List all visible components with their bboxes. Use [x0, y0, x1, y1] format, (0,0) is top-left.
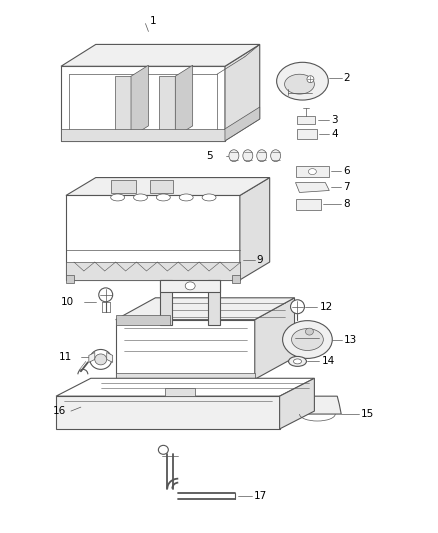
Ellipse shape [159, 446, 168, 454]
Text: 17: 17 [254, 490, 267, 500]
Text: 6: 6 [343, 166, 350, 175]
Text: 1: 1 [149, 15, 156, 26]
Ellipse shape [283, 321, 332, 358]
Polygon shape [240, 177, 270, 280]
Polygon shape [66, 262, 240, 280]
Text: 15: 15 [361, 409, 374, 419]
Text: 3: 3 [331, 115, 338, 125]
Polygon shape [61, 44, 260, 66]
Ellipse shape [243, 150, 253, 161]
Ellipse shape [290, 300, 304, 314]
Polygon shape [131, 65, 148, 137]
Ellipse shape [202, 194, 216, 201]
Polygon shape [89, 352, 95, 362]
Polygon shape [175, 65, 193, 137]
Ellipse shape [257, 150, 267, 161]
Polygon shape [296, 182, 329, 192]
Ellipse shape [292, 329, 323, 351]
Ellipse shape [307, 76, 314, 83]
Ellipse shape [277, 62, 328, 100]
Text: 8: 8 [343, 199, 350, 209]
Polygon shape [116, 314, 170, 325]
Polygon shape [111, 180, 135, 193]
Text: 12: 12 [319, 302, 332, 312]
Polygon shape [61, 129, 225, 141]
Polygon shape [150, 180, 173, 193]
Polygon shape [160, 280, 220, 292]
Polygon shape [116, 298, 294, 320]
Polygon shape [66, 275, 74, 283]
Polygon shape [232, 275, 240, 283]
Polygon shape [66, 177, 270, 196]
Ellipse shape [185, 282, 195, 290]
Text: 11: 11 [59, 352, 72, 362]
Polygon shape [116, 373, 255, 379]
Polygon shape [56, 396, 279, 429]
Ellipse shape [99, 288, 113, 302]
Ellipse shape [308, 168, 316, 175]
Ellipse shape [285, 74, 314, 94]
Ellipse shape [229, 150, 239, 161]
Text: 9: 9 [257, 255, 263, 265]
Polygon shape [107, 352, 113, 362]
Polygon shape [116, 320, 255, 379]
Polygon shape [296, 199, 321, 211]
Polygon shape [208, 280, 220, 325]
Ellipse shape [134, 194, 148, 201]
Polygon shape [160, 280, 172, 325]
Ellipse shape [289, 357, 307, 366]
Ellipse shape [95, 354, 107, 365]
Polygon shape [225, 44, 260, 141]
Polygon shape [297, 116, 315, 124]
Text: 7: 7 [343, 182, 350, 191]
Polygon shape [296, 396, 341, 414]
Polygon shape [56, 378, 314, 396]
Polygon shape [159, 76, 175, 137]
Ellipse shape [179, 194, 193, 201]
Text: 2: 2 [343, 73, 350, 83]
Text: 10: 10 [61, 297, 74, 307]
Ellipse shape [305, 328, 314, 335]
Polygon shape [61, 66, 225, 141]
Polygon shape [115, 76, 131, 137]
Text: 16: 16 [53, 406, 66, 416]
Polygon shape [255, 298, 294, 379]
Ellipse shape [111, 194, 124, 201]
Polygon shape [66, 196, 240, 280]
Text: 13: 13 [344, 335, 357, 344]
Text: 5: 5 [206, 151, 213, 161]
Polygon shape [297, 129, 318, 139]
Ellipse shape [90, 350, 112, 369]
Ellipse shape [156, 194, 170, 201]
Text: 4: 4 [331, 129, 338, 139]
Polygon shape [296, 166, 329, 176]
Ellipse shape [293, 359, 301, 364]
Text: 14: 14 [321, 357, 335, 366]
Polygon shape [165, 388, 195, 396]
Polygon shape [279, 378, 314, 429]
Polygon shape [225, 107, 260, 141]
Ellipse shape [271, 150, 281, 161]
